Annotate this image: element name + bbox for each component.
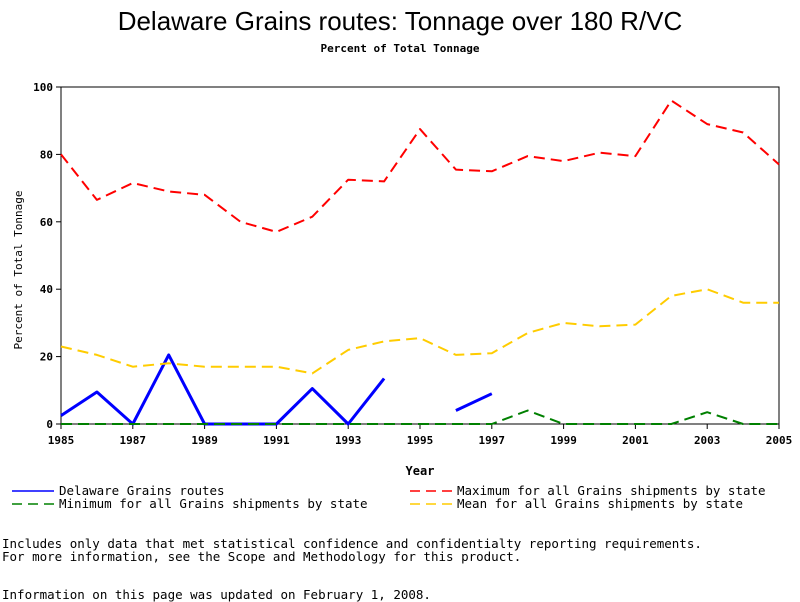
note-updated: Information on this page was updated on …	[2, 587, 431, 602]
series-line-0	[455, 392, 493, 412]
chart-title: Delaware Grains routes: Tonnage over 180…	[117, 6, 683, 36]
x-tick-label: 1995	[407, 434, 434, 447]
series-line-2	[61, 409, 779, 425]
x-tick-label: 2003	[694, 434, 721, 447]
legend-label: Delaware Grains routes	[59, 483, 225, 498]
x-tick-label: 1989	[191, 434, 218, 447]
y-tick-label: 40	[40, 283, 53, 296]
series-line-3	[60, 288, 779, 375]
x-tick-label: 2005	[766, 434, 793, 447]
note-confidence: Includes only data that met statistical …	[2, 536, 702, 551]
chart-subtitle: Percent of Total Tonnage	[320, 42, 480, 55]
x-axis-label: Year	[406, 464, 435, 478]
y-tick-label: 100	[33, 81, 53, 94]
axes: 0 20 40 60 80 100 1985 1987 1989 1991 1993 1995 1997…	[33, 81, 792, 447]
x-tick-label: 2001	[622, 434, 649, 447]
y-tick-label: 60	[40, 216, 53, 229]
x-tick-label: 1987	[120, 434, 147, 447]
note-methodology: For more information, see the Scope and …	[2, 549, 522, 564]
series-line-0	[60, 353, 386, 426]
y-axis-label: Percent of Total Tonnage	[12, 191, 25, 350]
legend-label: Maximum for all Grains shipments by stat…	[457, 483, 766, 498]
plot-frame	[60, 86, 780, 425]
legend-label: Minimum for all Grains shipments by stat…	[59, 496, 368, 511]
x-tick-label: 1999	[550, 434, 577, 447]
series-group	[60, 99, 780, 426]
x-tick-label: 1993	[335, 434, 362, 447]
x-tick-label: 1991	[263, 434, 290, 447]
series-line-1	[60, 99, 780, 233]
legend: Delaware Grains routes Maximum for all Gr…	[12, 483, 766, 511]
y-tick-label: 0	[46, 418, 53, 431]
y-tick-label: 80	[40, 148, 53, 161]
y-tick-label: 20	[40, 351, 53, 364]
x-tick-label: 1997	[479, 434, 506, 447]
x-tick-label: 1985	[48, 434, 75, 447]
legend-label: Mean for all Grains shipments by state	[457, 496, 743, 511]
